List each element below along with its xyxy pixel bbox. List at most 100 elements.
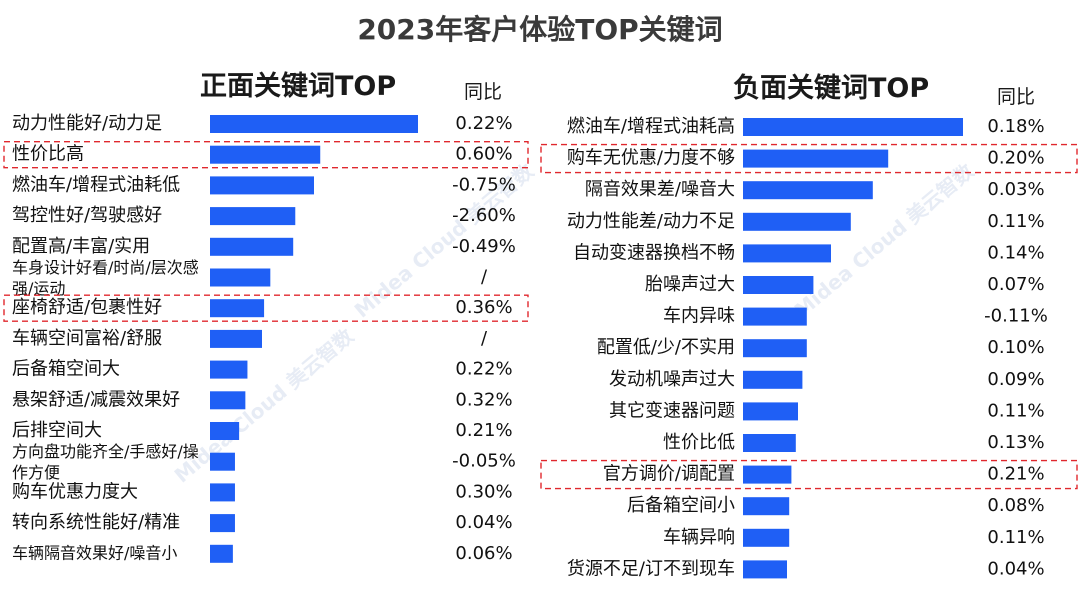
negative-category-label: 胎噪声过大 (645, 274, 735, 295)
negative-bar (743, 212, 851, 231)
negative-yoy-value: 0.18% (987, 116, 1044, 137)
positive-yoy-value: 0.06% (455, 543, 512, 564)
positive-yoy-value: 0.22% (455, 113, 512, 134)
negative-highlight-box (540, 143, 1078, 174)
positive-bar (210, 176, 314, 195)
negative-bar (743, 276, 814, 294)
positive-category-label: 性价比高 (12, 144, 84, 165)
negative-category-label: 后备箱空间小 (627, 495, 735, 516)
positive-bar (210, 237, 294, 256)
negative-yoy-value: 0.08% (987, 495, 1044, 516)
positive-category-label: 车辆空间富裕/舒服 (12, 328, 162, 349)
negative-bar (743, 560, 787, 579)
positive-bar (210, 299, 265, 318)
negative-bar (743, 497, 790, 516)
positive-chart-title: 正面关键词TOP (200, 71, 397, 102)
positive-category-label: 悬架舒适/减震效果好 (12, 389, 180, 410)
negative-category-label: 车内异味 (663, 306, 735, 327)
positive-bar (210, 452, 235, 471)
positive-bar (210, 207, 296, 226)
negative-bar (743, 181, 873, 200)
negative-bar (743, 244, 831, 263)
positive-bar (210, 391, 246, 410)
positive-yoy-value: 0.04% (455, 512, 512, 533)
negative-bar (743, 339, 807, 358)
positive-yoy-value: -2.60% (452, 205, 516, 226)
positive-category-label: 燃油车/增程式油耗低 (12, 174, 180, 195)
negative-category-label: 货源不足/订不到现车 (567, 558, 735, 579)
negative-bar (743, 528, 790, 547)
negative-bar (743, 307, 807, 326)
positive-category-label: 后排空间大 (12, 420, 102, 441)
negative-keywords-chart: 燃油车/增程式油耗高 0.18% 购车无优惠/力度不够 0.20% 隔音效果差/噪音大 0… (540, 116, 1078, 579)
positive-yoy-value: 0.30% (455, 481, 512, 502)
positive-yoy-value: 0.21% (455, 420, 512, 441)
negative-bar (743, 149, 889, 168)
positive-yoy-value: 0.60% (455, 144, 512, 165)
negative-category-label: 性价比低 (663, 432, 735, 453)
negative-category-label: 购车无优惠/力度不够 (567, 148, 735, 169)
positive-bar (210, 360, 248, 379)
negative-category-label: 发动机噪声过大 (609, 369, 735, 390)
positive-category-label: 方向盘功能齐全/手感好/操 (12, 442, 199, 461)
positive-category-label: 车身设计好看/时尚/层次感 (12, 258, 199, 277)
positive-yoy-value: / (481, 328, 488, 349)
positive-category-label: 动力性能好/动力足 (12, 113, 162, 134)
negative-bar (743, 370, 803, 389)
positive-category-label: 作方便 (12, 463, 60, 482)
negative-chart-title: 负面关键词TOP (733, 73, 930, 104)
positive-bar (210, 544, 233, 563)
negative-yoy-value: 0.14% (987, 242, 1044, 263)
positive-category-label: 座椅舒适/包裹性好 (12, 297, 162, 318)
negative-category-label: 隔音效果差/噪音大 (585, 179, 735, 200)
negative-yoy-value: 0.11% (987, 400, 1044, 421)
page-title: 2023年客户体验TOP关键词 (357, 13, 723, 46)
negative-yoy-value: 0.11% (987, 211, 1044, 232)
negative-category-label: 官方调价/调配置 (603, 464, 735, 485)
negative-highlight-box (540, 459, 1078, 490)
positive-yoy-value: -0.75% (452, 174, 516, 195)
positive-bar (210, 268, 271, 287)
negative-yoy-value: 0.21% (987, 464, 1044, 485)
negative-yoy-value: 0.13% (987, 432, 1044, 453)
negative-yoy-value: 0.03% (987, 179, 1044, 200)
positive-yoy-value: / (481, 267, 488, 288)
positive-yoy-value: -0.49% (452, 236, 516, 257)
positive-category-label: 驾控性好/驾驶感好 (12, 205, 162, 226)
positive-category-label: 强/运动 (12, 279, 65, 298)
positive-keywords-chart: 动力性能好/动力足 0.22% 性价比高 0.60% 燃油车/增程式油耗低 -0.75% 驾… (3, 113, 529, 564)
negative-bar (743, 465, 792, 484)
negative-category-label: 配置低/少/不实用 (597, 337, 735, 358)
positive-category-label: 购车优惠力度大 (12, 481, 138, 502)
positive-bar (210, 483, 235, 502)
negative-yoy-value: 0.11% (987, 527, 1044, 548)
positive-yoy-value: 0.36% (455, 297, 512, 318)
positive-highlight-box (3, 294, 529, 322)
negative-yoy-value: 0.07% (987, 274, 1044, 295)
positive-yoy-value: 0.32% (455, 389, 512, 410)
positive-yoy-header: 同比 (464, 81, 503, 103)
positive-category-label: 配置高/丰富/实用 (12, 236, 150, 257)
negative-bar (743, 434, 796, 452)
negative-yoy-value: 0.04% (987, 558, 1044, 579)
positive-category-label: 转向系统性能好/精准 (12, 512, 180, 533)
negative-category-label: 其它变速器问题 (609, 400, 735, 421)
negative-category-label: 自动变速器换档不畅 (573, 242, 735, 263)
negative-category-label: 动力性能差/动力不足 (567, 211, 735, 232)
positive-bar (210, 145, 321, 164)
positive-bar (210, 422, 240, 440)
positive-category-label: 后备箱空间大 (12, 359, 120, 380)
positive-yoy-value: 0.22% (455, 359, 512, 380)
positive-bar (210, 329, 262, 348)
negative-yoy-value: 0.09% (987, 369, 1044, 390)
positive-bar (210, 514, 235, 533)
positive-highlight-box (3, 140, 529, 169)
negative-bar (743, 118, 963, 136)
negative-category-label: 车辆异响 (663, 527, 735, 548)
negative-yoy-value: -0.11% (984, 306, 1048, 327)
positive-yoy-value: -0.05% (452, 451, 516, 472)
negative-yoy-value: 0.20% (987, 148, 1044, 169)
positive-bar (210, 115, 418, 133)
positive-category-label: 车辆隔音效果好/噪音小 (12, 543, 177, 562)
